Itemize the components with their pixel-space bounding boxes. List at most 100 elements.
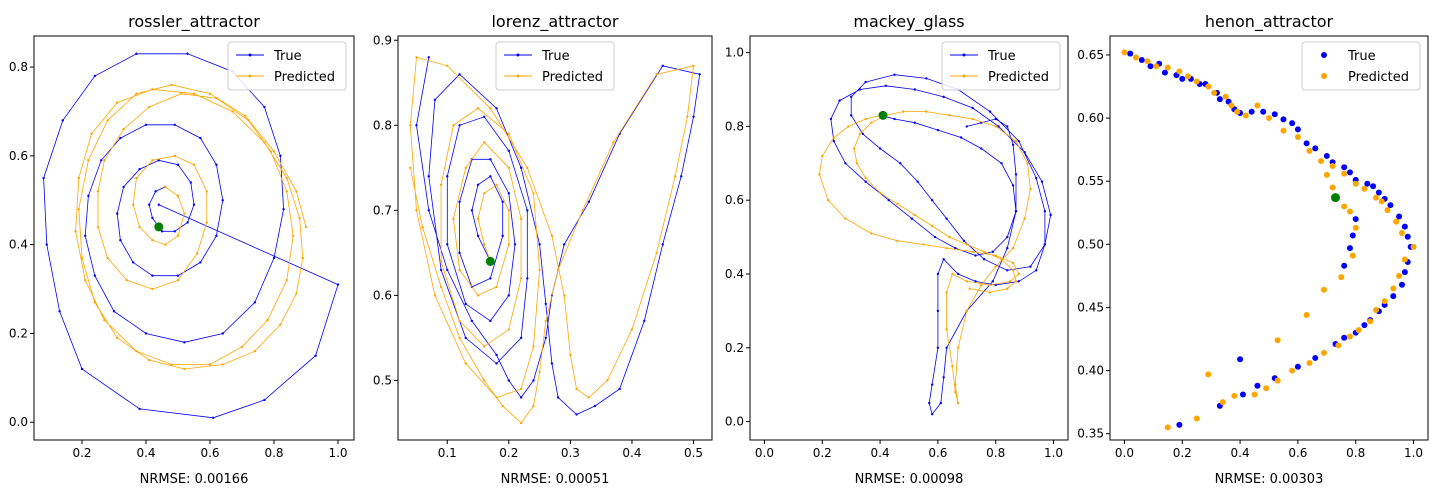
data-point — [138, 225, 141, 229]
data-point — [116, 212, 119, 215]
data-point — [470, 319, 474, 323]
data-point — [826, 198, 830, 202]
data-point — [519, 396, 523, 399]
data-point — [956, 401, 960, 405]
series-line — [416, 57, 701, 415]
data-point — [519, 166, 523, 170]
data-point — [103, 159, 106, 162]
data-point — [151, 159, 154, 162]
legend-box — [495, 41, 615, 91]
data-point — [1043, 210, 1047, 213]
data-point — [84, 234, 87, 237]
data-point — [1006, 269, 1009, 272]
data-point — [544, 302, 547, 306]
legend-swatch-marker — [516, 53, 520, 57]
data-point — [951, 272, 954, 276]
plot-area — [818, 73, 1052, 416]
data-point — [1011, 261, 1015, 265]
axes-frame — [33, 35, 355, 441]
x-tick-label: 0.3 — [561, 446, 580, 460]
data-point — [1006, 235, 1009, 239]
data-point — [221, 363, 224, 366]
data-point — [1026, 162, 1029, 165]
data-point — [42, 176, 45, 180]
data-point — [458, 336, 461, 340]
data-point — [183, 367, 186, 371]
data-point — [832, 139, 836, 143]
data-point — [948, 114, 951, 117]
data-point — [884, 84, 888, 88]
data-point — [1378, 198, 1385, 205]
data-point — [495, 396, 498, 399]
data-point — [176, 274, 180, 277]
data-point — [1274, 377, 1281, 384]
data-point — [1387, 202, 1394, 209]
series-predicted — [409, 56, 695, 425]
data-point — [186, 52, 189, 55]
data-point — [954, 246, 957, 250]
data-point — [1346, 208, 1353, 215]
data-point — [446, 243, 449, 246]
data-point — [1014, 210, 1018, 213]
data-point — [253, 301, 256, 304]
series-true — [415, 56, 701, 416]
data-point — [458, 73, 461, 76]
data-point — [954, 390, 957, 394]
data-point — [489, 107, 492, 110]
data-point — [896, 239, 899, 242]
plot-area — [409, 56, 701, 425]
data-point — [1011, 269, 1015, 272]
x-tick-label: 0.2 — [1173, 446, 1192, 460]
data-point — [409, 124, 412, 127]
data-point — [1017, 139, 1021, 143]
data-point — [933, 235, 937, 239]
data-point — [519, 277, 523, 280]
data-point — [581, 209, 584, 212]
data-point — [655, 251, 658, 255]
data-point — [526, 277, 529, 280]
data-point — [1398, 229, 1405, 236]
data-point — [476, 234, 480, 238]
data-point — [439, 285, 443, 289]
data-point — [84, 278, 87, 282]
data-point — [532, 379, 535, 382]
x-tick-label: 0.6 — [928, 446, 947, 460]
data-point — [263, 141, 266, 144]
start-marker — [154, 222, 164, 232]
x-tick-label: 0.4 — [622, 446, 641, 460]
data-point — [1228, 102, 1235, 109]
data-point — [1211, 89, 1218, 96]
data-point — [482, 115, 486, 119]
data-point — [1361, 322, 1368, 329]
data-point — [482, 243, 486, 246]
data-point — [176, 163, 180, 166]
data-point — [1176, 68, 1183, 75]
data-point — [263, 398, 266, 402]
data-point — [263, 105, 266, 109]
legend-label: Predicted — [988, 70, 1049, 85]
data-point — [818, 173, 821, 176]
data-point — [1396, 213, 1403, 220]
data-point — [148, 203, 151, 206]
x-tick-label: 0.1 — [438, 446, 457, 460]
data-point — [215, 96, 218, 100]
data-point — [427, 56, 430, 59]
data-point — [982, 250, 986, 254]
legend-box — [941, 41, 1061, 91]
data-point — [476, 217, 480, 221]
data-point — [285, 190, 288, 193]
data-point — [910, 217, 914, 220]
data-point — [1000, 258, 1003, 261]
x-tick-label: 0.5 — [684, 446, 703, 460]
data-point — [439, 183, 443, 187]
data-point — [199, 261, 202, 264]
data-point — [1254, 102, 1261, 109]
legend-swatch-marker — [516, 74, 520, 78]
x-tick-label: 1.0 — [328, 446, 347, 460]
data-point — [476, 183, 480, 187]
data-point — [1352, 216, 1359, 223]
data-point — [1294, 134, 1301, 140]
data-point — [1370, 183, 1377, 190]
data-point — [991, 250, 995, 254]
data-point — [279, 323, 282, 326]
